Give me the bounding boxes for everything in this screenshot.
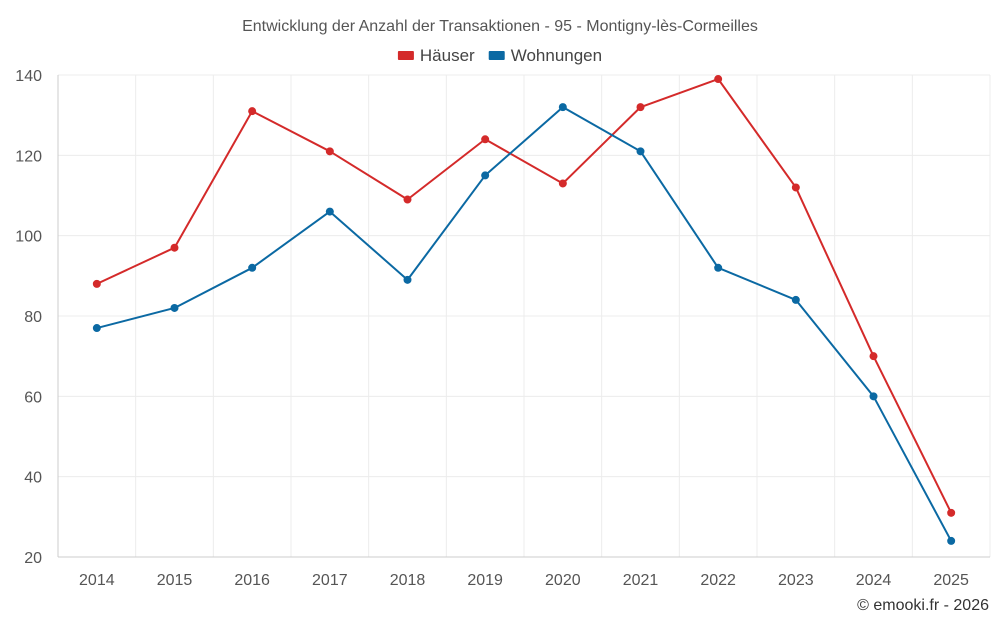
y-tick-label: 140 — [15, 68, 42, 85]
credit-text: © emooki.fr - 2026 — [857, 597, 989, 614]
data-point — [92, 279, 101, 288]
data-point — [558, 103, 567, 112]
legend-item[interactable]: Häuser — [397, 46, 475, 65]
grid — [57, 74, 991, 558]
y-tick-label: 60 — [24, 389, 42, 406]
x-tick-label: 2023 — [778, 572, 814, 589]
x-tick-label: 2017 — [312, 572, 348, 589]
x-tick-label: 2018 — [390, 572, 426, 589]
legend-label: Wohnungen — [511, 46, 602, 65]
y-tick-label: 20 — [24, 550, 42, 567]
y-tick-label: 120 — [15, 148, 42, 165]
chart-title: Entwicklung der Anzahl der Transaktionen… — [242, 18, 758, 35]
x-tick-label: 2020 — [545, 572, 581, 589]
x-axis: 2014 2015 2016 2017 2018 2019 2020 2021 2022 2023… — [79, 572, 969, 589]
y-tick-label: 40 — [24, 470, 42, 487]
legend: Häuser Wohnungen — [397, 46, 602, 65]
x-tick-label: 2016 — [234, 572, 270, 589]
data-point — [325, 207, 334, 216]
data-point — [791, 295, 800, 304]
legend-label: Häuser — [420, 46, 475, 65]
series-line-1 — [96, 106, 953, 542]
y-tick-label: 80 — [24, 309, 42, 326]
data-point — [481, 171, 490, 180]
data-point — [403, 275, 412, 284]
series-line-0 — [96, 78, 953, 514]
data-point — [947, 508, 956, 517]
data-point — [170, 303, 179, 312]
data-point — [636, 103, 645, 112]
data-point — [791, 183, 800, 192]
data-point — [170, 243, 179, 252]
legend-swatch — [488, 51, 505, 60]
data-point — [325, 147, 334, 156]
x-tick-label: 2025 — [933, 572, 969, 589]
x-tick-label: 2014 — [79, 572, 115, 589]
legend-item[interactable]: Wohnungen — [488, 46, 602, 65]
data-point — [248, 263, 257, 272]
data-point — [403, 195, 412, 204]
data-point — [481, 135, 490, 144]
legend-swatch — [397, 51, 414, 60]
x-tick-label: 2022 — [700, 572, 736, 589]
y-axis: 20 40 60 80 100 120 140 — [15, 68, 42, 567]
data-point — [869, 352, 878, 361]
x-tick-label: 2015 — [157, 572, 193, 589]
data-point — [92, 324, 101, 333]
data-point — [869, 392, 878, 401]
data-point — [714, 263, 723, 272]
x-tick-label: 2021 — [623, 572, 659, 589]
data-point — [714, 75, 723, 84]
x-tick-label: 2024 — [856, 572, 892, 589]
data-point — [248, 107, 257, 116]
data-point — [558, 179, 567, 188]
y-tick-label: 100 — [15, 229, 42, 246]
data-point — [636, 147, 645, 156]
x-tick-label: 2019 — [467, 572, 503, 589]
series-group — [92, 75, 956, 545]
data-point — [947, 536, 956, 545]
